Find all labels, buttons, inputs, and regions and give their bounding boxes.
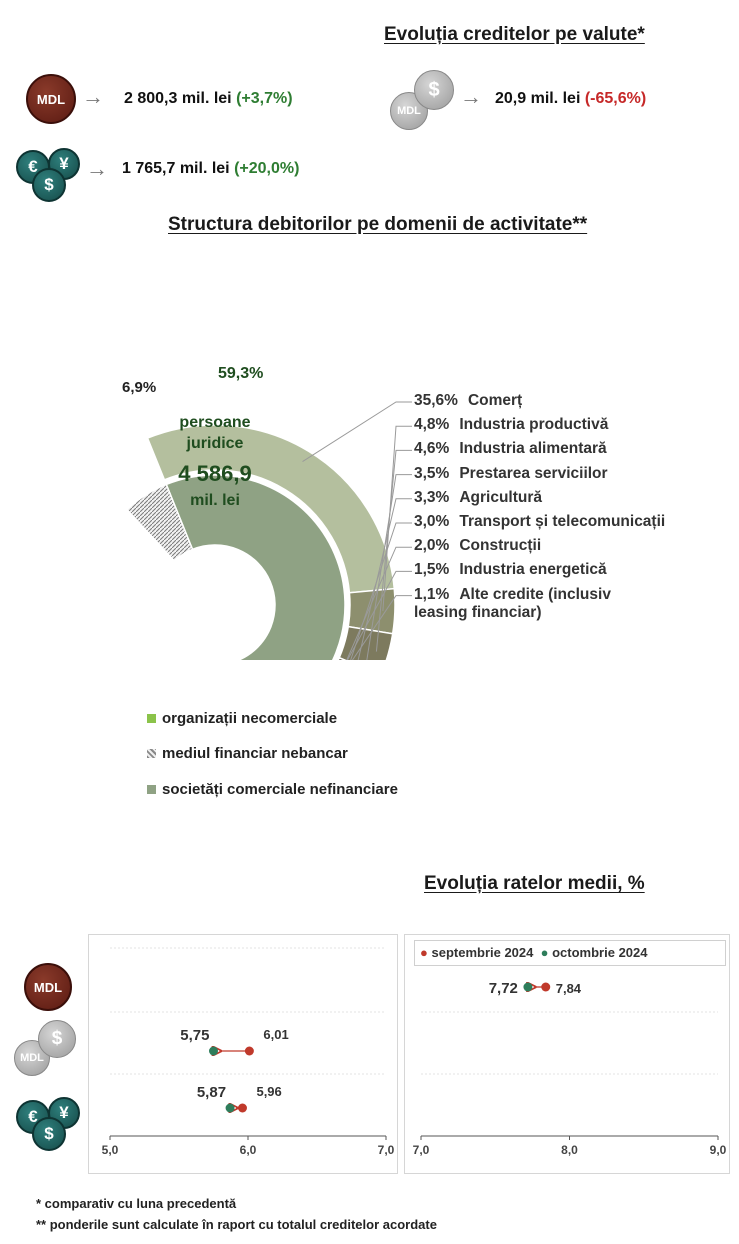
foreign-credit-value: 1 765,7 mil. lei (+20,0%): [122, 160, 300, 177]
point-label-oct: 5,87: [197, 1084, 226, 1101]
arrow-right-icon: →: [460, 84, 482, 109]
legend-sep-label: septembrie 2024: [431, 945, 534, 960]
point-sep: [541, 982, 551, 992]
x-tick-label: 8,0: [561, 1143, 578, 1157]
inner-label-nonbank: 6,9%: [122, 379, 157, 396]
point-label-oct: 7,72: [489, 980, 518, 997]
point-sep: [237, 1103, 247, 1113]
legend-swatch: [147, 749, 156, 758]
category-pct: 3,5%: [414, 464, 450, 482]
category-name: Comerț: [467, 392, 523, 409]
category-name: Construcții: [459, 537, 542, 555]
arrow-right-icon: →: [82, 84, 104, 109]
legend-swatch: [147, 785, 156, 794]
mdl-coin-icon: MDL: [26, 74, 76, 124]
point-label-sep: 7,84: [556, 981, 582, 996]
leader-line: [357, 498, 412, 660]
rates-legend-items: ● septembrie 2024 ● octombrie 2024: [420, 945, 647, 960]
rates-panel-right: [404, 934, 730, 1174]
donut-chart: [125, 401, 412, 660]
leader-line: [350, 522, 412, 660]
category-label: 1,5% Industria energetică: [414, 561, 607, 579]
outer-ring-slice: [146, 424, 396, 594]
leader-line: [346, 570, 412, 660]
category-label: 2,0% Construcții: [414, 537, 541, 555]
point-label-sep: 5,96: [256, 1084, 281, 1099]
legend-oct-label: octombrie 2024: [552, 945, 648, 960]
mdl-coin-icon: MDL: [24, 963, 72, 1011]
linked-dollar-coin-icon: $: [38, 1020, 76, 1058]
outer-ring-slice: [337, 656, 347, 660]
category-name: Industria energetică: [459, 561, 607, 579]
legend-item-nonbank: mediul financiar nebancar: [147, 745, 348, 762]
point-oct: [209, 1046, 218, 1056]
x-tick-label: 5,0: [102, 1143, 119, 1157]
category-name-cont: leasing financiar): [414, 603, 542, 621]
leader-line: [366, 474, 412, 660]
x-tick-label: 6,0: [240, 1143, 257, 1157]
point-oct: [523, 982, 533, 992]
donut-center-label: persoane juridice 4 586,9 mil. lei: [160, 412, 270, 512]
inner-ring-slice: [165, 474, 346, 660]
leader-line: [375, 449, 412, 652]
point-label-oct: 5,75: [180, 1027, 209, 1044]
legend-dot-sep: ●: [420, 945, 428, 960]
point-label-sep: 6,01: [263, 1027, 288, 1042]
x-tick-label: 7,0: [378, 1143, 395, 1157]
inner-ring-slice: [125, 483, 194, 562]
category-pct: 2,0%: [414, 537, 450, 555]
legend-dot-oct: ●: [540, 945, 549, 960]
rates-panel-left: [88, 934, 398, 1174]
category-name: Prestarea serviciilor: [459, 464, 608, 482]
inner-label-nonfinancial: 59,3%: [218, 365, 264, 382]
rates-title: Evoluția ratelor medii, %: [424, 873, 645, 894]
linked-credit-value: 20,9 mil. lei (-65,6%): [495, 90, 647, 107]
point-sep: [244, 1046, 254, 1056]
category-label: 1,1% Alte credite (inclusiv leasing financ…: [414, 586, 611, 622]
dollar-coin-icon: $: [32, 1117, 66, 1151]
rates-legend: [414, 940, 726, 966]
category-label: 3,3% Agricultură: [414, 489, 542, 507]
category-label: 4,6% Industria alimentară: [414, 440, 607, 458]
category-pct: 4,6%: [414, 440, 450, 458]
category-pct: 1,5%: [414, 561, 450, 579]
leader-line: [302, 401, 412, 463]
category-name: Transport și telecomunicații: [459, 513, 666, 530]
x-tick-label: 9,0: [710, 1143, 727, 1157]
yen-coin-icon: ¥: [48, 148, 80, 180]
category-pct: 3,3%: [414, 488, 450, 506]
category-name: Industria alimentară: [459, 440, 607, 458]
credit-currency-title: Evoluția creditelor pe valute*: [384, 24, 645, 45]
footnote-2: ** ponderile sunt calculate în raport cu…: [36, 1217, 437, 1232]
category-label: 4,8% Industria productivă: [414, 416, 608, 434]
leader-line: [351, 595, 412, 660]
point-oct: [225, 1103, 235, 1113]
category-name: Industria productivă: [459, 416, 609, 434]
structure-title: Structura debitorilor pe domenii de acti…: [168, 214, 588, 235]
legend-swatch: [147, 714, 156, 723]
category-label: 3,5% Prestarea serviciilor: [414, 465, 608, 483]
legend-item-nonfinancial: societăți comerciale nefinanciare: [147, 781, 398, 798]
total-amount: 4 586,9: [178, 461, 252, 486]
category-name: Alte credite (inclusiv: [459, 585, 611, 603]
category-name: Agricultură: [459, 488, 543, 506]
footnote-1: * comparativ cu luna precedentă: [36, 1196, 237, 1211]
rates-chart: 5,0 6,0 7,0 5,75 6,01 5,87 5,96 7,0 8,0 9,0 7,72 7,…: [102, 947, 727, 1157]
leader-line: [346, 546, 412, 660]
linked-dollar-coin-icon: $: [414, 70, 454, 110]
x-tick-label: 7,0: [413, 1143, 430, 1157]
category-pct: 1,1%: [414, 585, 450, 603]
legend-item-nonprofit: organizații necomerciale: [147, 710, 337, 727]
dollar-coin-icon: $: [32, 168, 66, 202]
category-pct: 3,0%: [414, 513, 450, 530]
category-label: 3,0% Transport și telecomunicații: [414, 513, 665, 531]
category-label: 35,6% Comerț: [414, 392, 522, 410]
arrow-right-icon: →: [86, 156, 108, 181]
category-pct: 35,6%: [414, 392, 458, 409]
category-pct: 4,8%: [414, 416, 450, 434]
mdl-credit-value: 2 800,3 mil. lei (+3,7%): [124, 90, 293, 107]
